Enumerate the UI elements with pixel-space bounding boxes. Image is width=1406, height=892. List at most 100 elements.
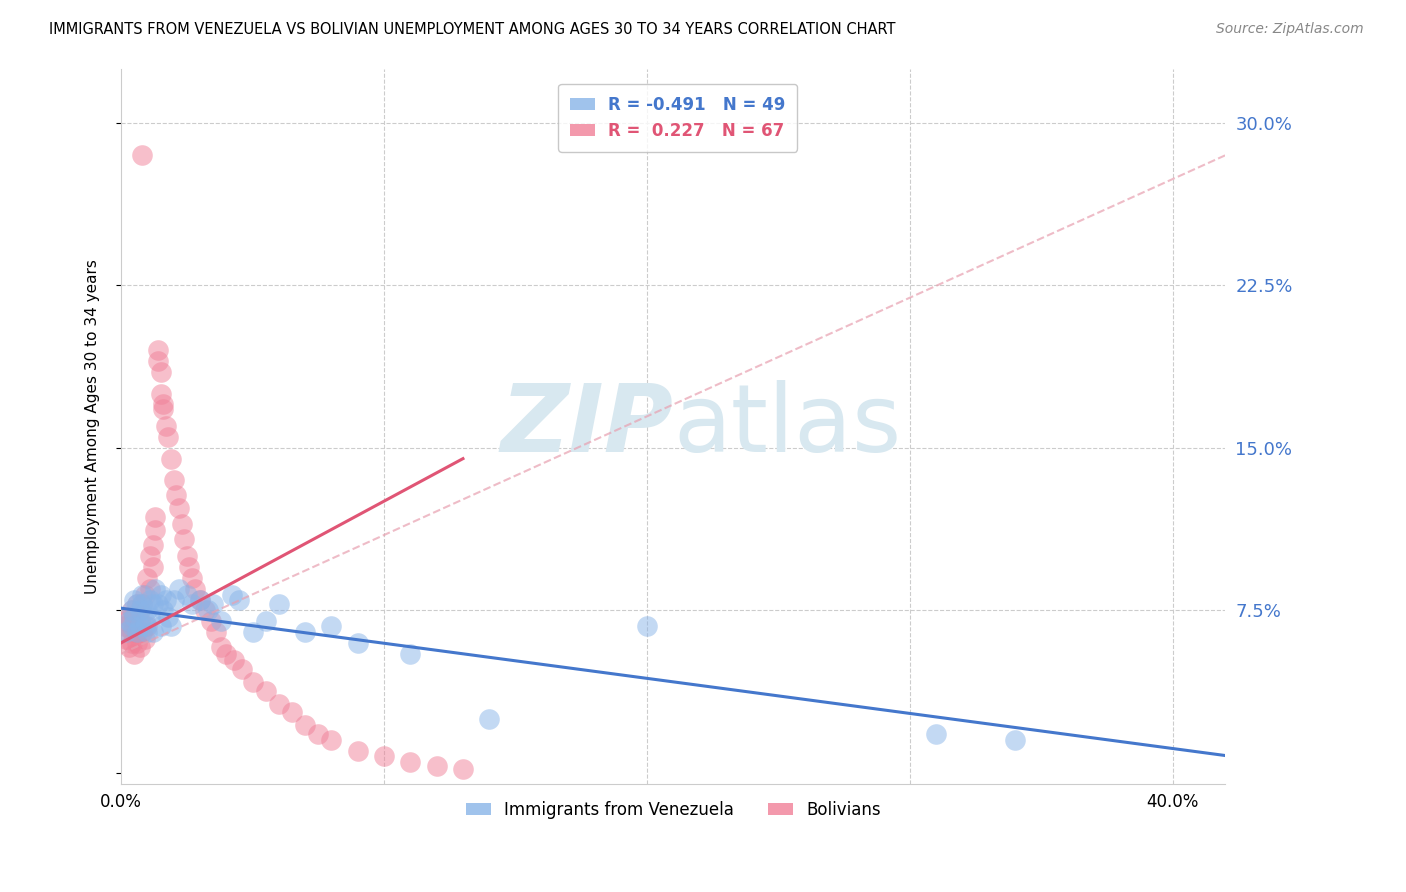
Point [254,683,277,698]
Point [131,597,153,611]
Point [224,653,246,667]
Point [121,603,143,617]
Point [143,523,166,537]
Point [200,614,222,628]
Point [128,603,150,617]
Point [131,597,153,611]
Point [215,647,238,661]
Point [139,549,162,564]
Point [228,592,250,607]
Point [143,510,166,524]
Point [160,451,183,466]
Point [155,592,177,607]
Point [136,625,159,640]
Point [321,733,343,747]
Point [128,640,150,655]
Point [149,386,172,401]
Point [167,501,190,516]
Point [128,614,150,628]
Point [139,610,162,624]
Point [197,603,219,617]
Point [124,610,146,624]
Point [142,597,165,611]
Y-axis label: Unemployment Among Ages 30 to 34 years: Unemployment Among Ages 30 to 34 years [86,259,100,593]
Point [451,762,474,776]
Point [136,618,159,632]
Point [170,516,193,531]
Point [188,592,211,607]
Point [188,592,211,607]
Point [142,560,165,574]
Point [176,588,198,602]
Point [267,597,290,611]
Point [124,592,146,607]
Point [125,625,148,640]
Point [152,603,174,617]
Point [121,625,143,640]
Point [146,597,169,611]
Point [149,618,172,632]
Point [128,618,150,632]
Point [184,582,207,596]
Point [136,603,159,617]
Point [142,625,165,640]
Point [294,625,316,640]
Point [118,610,141,624]
Point [149,588,172,602]
Point [112,618,135,632]
Point [181,597,204,611]
Point [173,532,195,546]
Point [136,571,159,585]
Point [179,560,201,574]
Point [155,419,177,434]
Point [139,592,162,607]
Point [242,625,264,640]
Point [115,614,138,628]
Point [346,744,368,758]
Point [294,718,316,732]
Point [131,588,153,602]
Point [128,603,150,617]
Point [118,614,141,628]
Point [134,588,156,602]
Point [146,354,169,368]
Point [131,148,153,162]
Point [146,343,169,358]
Point [157,430,180,444]
Point [134,618,156,632]
Point [307,727,329,741]
Point [139,582,162,596]
Point [134,614,156,628]
Point [152,397,174,411]
Point [399,755,422,769]
Point [124,618,146,632]
Point [204,625,226,640]
Text: ZIP: ZIP [501,380,673,472]
Point [426,759,449,773]
Point [118,640,141,655]
Point [157,610,180,624]
Point [242,674,264,689]
Point [115,632,138,646]
Point [636,618,658,632]
Point [160,618,183,632]
Point [478,712,501,726]
Point [143,582,166,596]
Point [163,592,186,607]
Point [281,705,304,719]
Point [925,727,948,741]
Point [121,636,143,650]
Point [346,636,368,650]
Point [125,597,148,611]
Point [125,625,148,640]
Point [321,618,343,632]
Point [163,473,186,487]
Point [194,603,217,617]
Point [267,697,290,711]
Point [399,647,422,661]
Point [209,640,232,655]
Point [131,625,153,640]
Point [152,401,174,416]
Point [231,662,253,676]
Point [134,632,156,646]
